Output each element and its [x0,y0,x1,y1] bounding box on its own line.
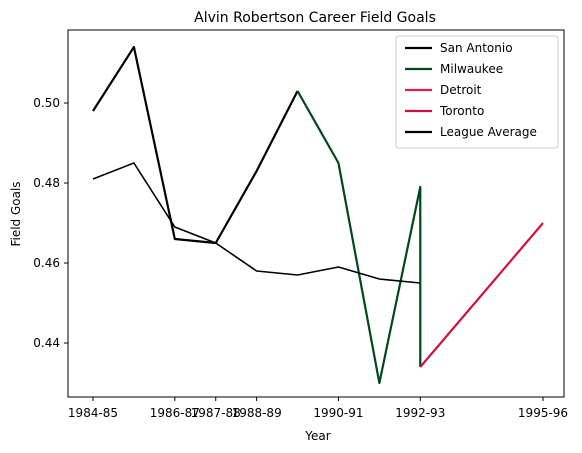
legend-label-san-antonio: San Antonio [440,41,513,55]
legend: San Antonio Milwaukee Detroit Toronto League… [395,35,559,149]
series-line-toronto [419,222,544,368]
series-line-milwaukee [296,90,422,385]
y-tick-label: 0.46 [33,256,60,270]
y-tick-label: 0.48 [33,176,60,190]
x-tick-label: 1984-85 [68,406,118,420]
x-tick-label: 1990-91 [313,406,363,420]
series-line-league-average [92,162,421,284]
x-tick-label: 1987-88 [191,406,241,420]
legend-label-league-average: League Average [440,125,537,139]
plot-frame [67,29,565,398]
chart-title: Alvin Robertson Career Field Goals [194,10,436,26]
legend-box [395,35,559,149]
y-axis-ticks: 0.44 0.46 0.48 0.50 [33,96,68,350]
y-axis-label: Field Goals [9,181,23,246]
legend-label-toronto: Toronto [439,104,484,118]
x-tick-label: 1988-89 [232,406,282,420]
x-tick-label: 1995-96 [518,406,568,420]
y-tick-label: 0.50 [33,96,60,110]
series-line-san-antonio [92,45,299,245]
y-tick-label: 0.44 [33,336,60,350]
x-axis-label: Year [304,429,330,443]
x-tick-label: 1992-93 [395,406,445,420]
plot-lines [92,45,544,385]
legend-label-milwaukee: Milwaukee [440,62,503,76]
legend-label-detroit: Detroit [440,83,482,97]
x-tick-label: 1986-87 [150,406,200,420]
